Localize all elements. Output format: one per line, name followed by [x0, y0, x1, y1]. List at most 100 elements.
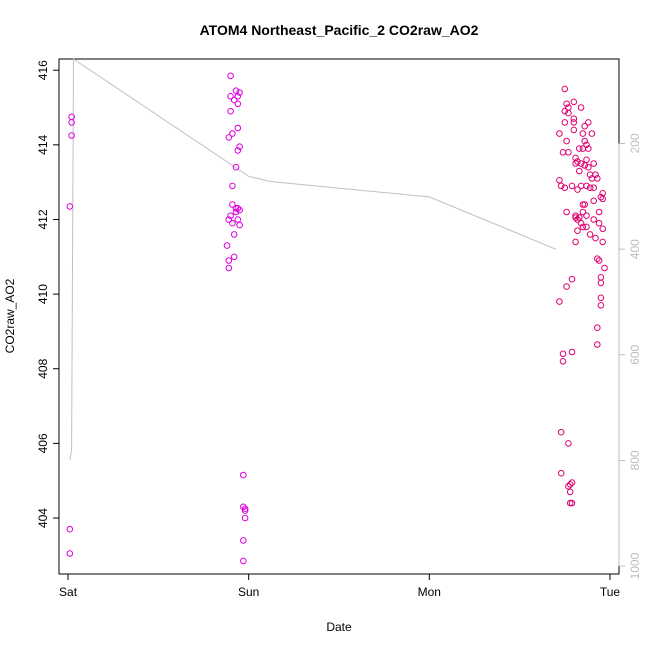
pressure-line: [69, 58, 556, 461]
y-axis: 404 406 408 410 412 414 416: [36, 60, 60, 528]
data-point: [556, 177, 563, 184]
y2-tick-label: 1000: [628, 552, 642, 579]
data-point: [577, 104, 585, 111]
data-point: [595, 219, 603, 227]
data-point: [234, 93, 242, 100]
data-point: [581, 137, 589, 145]
data-point: [574, 216, 581, 223]
data-point: [583, 141, 590, 149]
data-point: [563, 100, 570, 108]
data-point: [570, 115, 578, 122]
data-point: [570, 126, 578, 134]
y-tick-label: 412: [36, 209, 50, 229]
data-point: [577, 182, 585, 190]
data-point: [559, 149, 567, 156]
data-point: [579, 130, 587, 137]
data-point: [579, 201, 587, 208]
data-point: [234, 147, 242, 154]
data-point: [595, 208, 603, 216]
pressure-layer: [69, 58, 556, 461]
y-tick-label: 404: [36, 508, 50, 528]
data-point: [568, 499, 576, 507]
data-point: [229, 130, 236, 137]
y-tick-label: 406: [36, 433, 50, 453]
data-point: [597, 279, 605, 287]
data-point: [565, 109, 572, 117]
data-point: [585, 145, 592, 152]
data-point: [581, 122, 589, 130]
data-point: [556, 298, 563, 305]
y-tick-label: 408: [36, 358, 50, 378]
data-point: [229, 219, 236, 227]
data-point: [599, 225, 607, 233]
data-point: [232, 205, 240, 212]
x-axis: Sat Sun Mon Tue: [59, 573, 621, 599]
data-point: [232, 87, 240, 94]
data-point: [574, 186, 581, 193]
data-point: [590, 197, 598, 205]
data-point: [241, 514, 249, 522]
y-tick-label: 410: [36, 284, 50, 304]
y2-tick-label: 400: [628, 239, 642, 259]
data-point: [594, 255, 601, 263]
data-point: [565, 440, 572, 447]
data-point: [581, 201, 589, 208]
x-axis-label: Date: [326, 620, 352, 634]
data-point: [232, 163, 240, 171]
data-point: [561, 119, 569, 126]
data-point: [227, 107, 234, 115]
data-point: [583, 223, 590, 231]
data-point: [225, 257, 233, 264]
data-point: [599, 190, 607, 197]
data-point: [577, 160, 585, 167]
data-point: [570, 119, 578, 126]
y-tick-label: 416: [36, 60, 50, 80]
data-point: [568, 182, 576, 190]
data-point: [586, 231, 594, 238]
x-tick-label: Mon: [418, 585, 441, 599]
data-point: [594, 175, 601, 182]
data-point: [566, 499, 574, 507]
x-tick-label: Sat: [59, 585, 78, 599]
data-point: [588, 130, 596, 137]
data-point: [234, 100, 242, 108]
data-point: [592, 171, 599, 178]
data-point: [68, 113, 75, 121]
data-point: [241, 505, 249, 513]
data-point: [599, 238, 607, 246]
data-point: [583, 212, 590, 219]
data-point: [568, 479, 576, 486]
data-point: [601, 264, 608, 272]
data-point: [230, 231, 238, 238]
data-point: [597, 193, 605, 201]
data-point: [561, 184, 569, 191]
data-point: [225, 264, 233, 272]
data-point: [579, 223, 587, 231]
y-axis-label: CO2raw_AO2: [3, 278, 17, 353]
data-point: [592, 234, 599, 242]
data-point: [586, 184, 594, 191]
data-point: [557, 182, 565, 190]
data-point: [577, 219, 585, 227]
data-point: [66, 203, 74, 210]
data-point: [585, 163, 592, 171]
data-point: [590, 216, 598, 223]
data-point: [574, 158, 581, 165]
y-tick-label: 414: [36, 135, 50, 155]
data-point: [236, 143, 243, 150]
data-point: [579, 208, 587, 216]
data-point: [565, 483, 572, 490]
data-point: [230, 96, 238, 104]
data-point: [576, 214, 583, 221]
data-point: [572, 212, 579, 219]
data-point: [568, 275, 576, 283]
x-tick-label: Tue: [600, 585, 621, 599]
data-point: [590, 160, 598, 167]
data-point: [561, 85, 569, 93]
points-layer: [66, 72, 608, 565]
data-point: [241, 507, 249, 514]
data-point: [225, 134, 233, 141]
data-point: [559, 350, 567, 358]
data-point: [597, 294, 605, 302]
